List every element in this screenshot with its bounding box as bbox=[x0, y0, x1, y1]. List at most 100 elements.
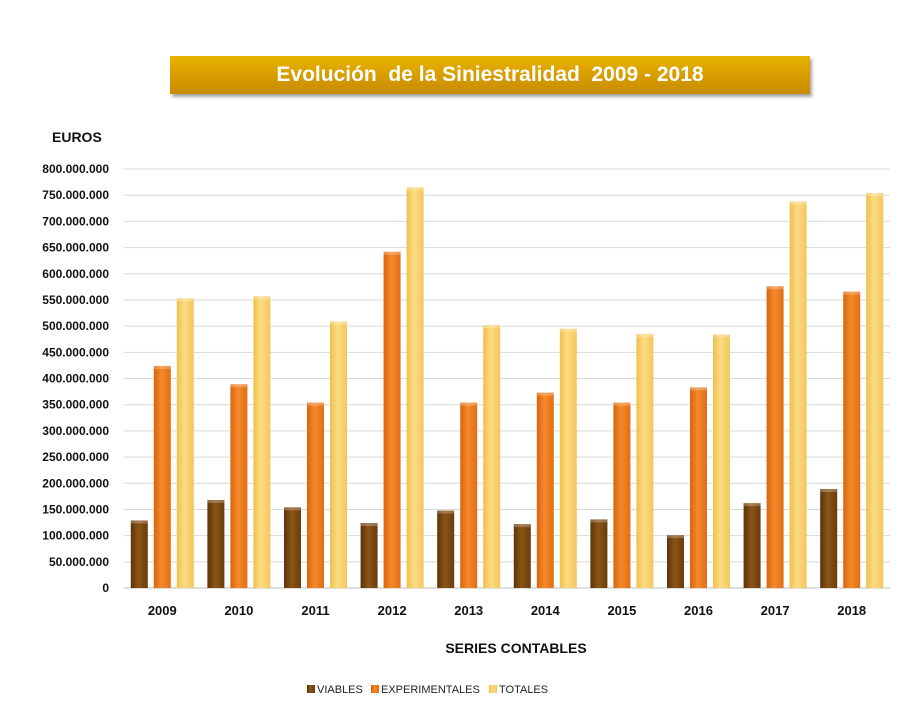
bars bbox=[130, 187, 884, 589]
y-tick-label: 350.000.000 bbox=[42, 398, 109, 412]
x-tick-label: 2015 bbox=[607, 603, 636, 618]
bar-experimentales-2010 bbox=[230, 384, 248, 588]
bar-totales-2016 bbox=[713, 334, 730, 588]
bar bbox=[866, 193, 884, 588]
bar-cap bbox=[153, 365, 171, 369]
bar-cap bbox=[590, 519, 608, 523]
legend-swatch bbox=[371, 685, 379, 693]
bar-cap bbox=[253, 296, 271, 300]
bar bbox=[406, 187, 424, 589]
y-axis-ticks: 0 50.000.000 100.000.000 150.000.000 200.000… bbox=[42, 162, 109, 595]
y-tick-label: 50.000.000 bbox=[49, 555, 109, 569]
bar-totales-2017 bbox=[789, 201, 807, 588]
y-tick-label: 100.000.000 bbox=[42, 529, 109, 543]
bar-totales-2014 bbox=[559, 328, 577, 588]
bar-cap bbox=[766, 286, 784, 290]
bar-cap bbox=[284, 507, 301, 511]
x-tick-label: 2011 bbox=[301, 603, 329, 618]
bar-totales-2013 bbox=[483, 325, 501, 588]
bar-cap bbox=[536, 392, 554, 396]
y-axis-title: EUROS bbox=[52, 129, 102, 145]
x-tick-label: 2016 bbox=[684, 603, 713, 618]
bar-experimentales-2013 bbox=[460, 402, 478, 588]
bar bbox=[713, 334, 730, 588]
bar-viables-2013 bbox=[437, 510, 455, 588]
bar-cap bbox=[383, 251, 401, 255]
bar bbox=[690, 387, 707, 588]
bar-totales-2012 bbox=[406, 187, 424, 589]
x-tick-label: 2018 bbox=[837, 603, 866, 618]
bar-cap bbox=[559, 328, 577, 332]
x-tick-label: 2013 bbox=[454, 603, 483, 618]
legend-label: TOTALES bbox=[499, 684, 548, 696]
y-tick-label: 750.000.000 bbox=[42, 188, 109, 202]
bar-cap bbox=[743, 503, 761, 507]
bar-experimentales-2011 bbox=[307, 402, 324, 588]
x-tick-label: 2012 bbox=[378, 603, 407, 618]
bar-cap bbox=[307, 402, 324, 406]
bar bbox=[207, 500, 225, 588]
bar-viables-2016 bbox=[667, 535, 684, 588]
bar-cap bbox=[483, 325, 501, 329]
y-tick-label: 450.000.000 bbox=[42, 345, 109, 359]
bar-viables-2009 bbox=[130, 520, 148, 588]
bar bbox=[153, 365, 171, 588]
bar bbox=[360, 523, 378, 588]
bar bbox=[820, 489, 838, 588]
bar bbox=[743, 503, 761, 588]
bar bbox=[437, 510, 455, 588]
y-tick-label: 300.000.000 bbox=[42, 424, 109, 438]
bar-cap bbox=[330, 321, 347, 325]
legend-label: VIABLES bbox=[317, 684, 363, 696]
bar-cap bbox=[360, 523, 378, 527]
y-tick-label: 400.000.000 bbox=[42, 372, 109, 386]
gridlines bbox=[124, 168, 890, 589]
bar-totales-2018 bbox=[866, 193, 884, 588]
y-tick-label: 550.000.000 bbox=[42, 293, 109, 307]
bar-cap bbox=[613, 402, 631, 406]
bar bbox=[766, 286, 784, 588]
bar-cap bbox=[690, 387, 707, 391]
bar-totales-2009 bbox=[176, 298, 194, 588]
bar-experimentales-2012 bbox=[383, 251, 401, 588]
x-tick-label: 2010 bbox=[224, 603, 253, 618]
legend-swatch bbox=[489, 685, 497, 693]
bar-totales-2011 bbox=[330, 321, 347, 588]
bar-cap bbox=[437, 510, 455, 514]
bar-viables-2018 bbox=[820, 489, 838, 588]
bar bbox=[590, 519, 608, 588]
bar-viables-2014 bbox=[513, 524, 531, 588]
x-tick-label: 2014 bbox=[531, 603, 561, 618]
bar-viables-2012 bbox=[360, 523, 378, 588]
x-axis-ticks: 2009 2010 2011 2012 2013 2014 2015 2016 2017 2018 bbox=[148, 603, 866, 618]
y-tick-label: 600.000.000 bbox=[42, 267, 109, 281]
bar-experimentales-2018 bbox=[843, 291, 861, 588]
bar-viables-2015 bbox=[590, 519, 608, 588]
bar-viables-2011 bbox=[284, 507, 301, 588]
bar-experimentales-2016 bbox=[690, 387, 707, 588]
bar-cap bbox=[176, 298, 194, 302]
bar-experimentales-2009 bbox=[153, 365, 171, 588]
bar-cap bbox=[667, 535, 684, 539]
bar bbox=[176, 298, 194, 588]
bar-cap bbox=[789, 201, 807, 205]
bar-cap bbox=[820, 489, 838, 493]
bar-cap bbox=[130, 520, 148, 524]
y-tick-label: 150.000.000 bbox=[42, 502, 109, 516]
y-tick-label: 0 bbox=[102, 581, 109, 595]
bar-cap bbox=[406, 187, 424, 191]
x-axis-title: SERIES CONTABLES bbox=[445, 640, 586, 656]
bar bbox=[843, 291, 861, 588]
bar bbox=[483, 325, 501, 588]
bar-experimentales-2015 bbox=[613, 402, 631, 588]
bar bbox=[383, 251, 401, 588]
bar-cap bbox=[843, 291, 861, 295]
bar bbox=[307, 402, 324, 588]
y-tick-label: 250.000.000 bbox=[42, 450, 109, 464]
bar-totales-2015 bbox=[636, 333, 654, 588]
bar bbox=[130, 520, 148, 588]
y-tick-label: 800.000.000 bbox=[42, 162, 109, 176]
bar bbox=[613, 402, 631, 588]
bar bbox=[636, 333, 654, 588]
